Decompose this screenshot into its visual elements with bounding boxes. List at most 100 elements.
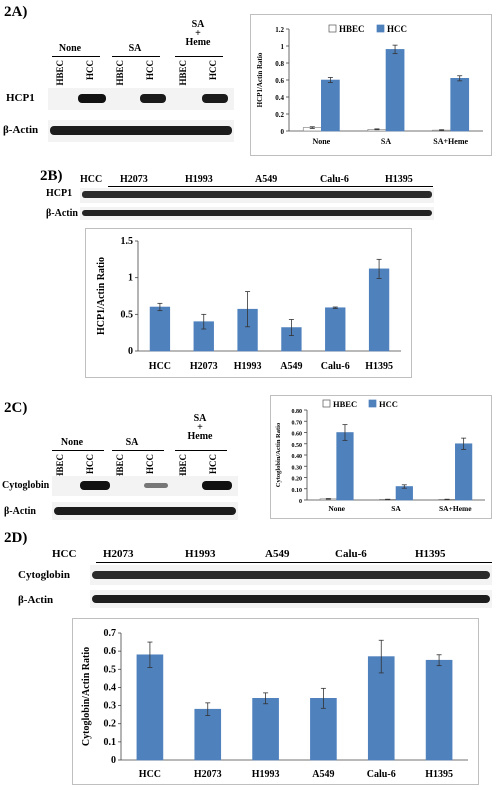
x-tick-label: SA+Heme — [439, 504, 472, 513]
lane-label: HCC — [145, 454, 155, 474]
lane-label: HBEC — [115, 60, 125, 86]
band — [140, 94, 166, 103]
blot-strip — [80, 207, 434, 220]
group-label-sa: SA — [128, 43, 142, 54]
legend-label: HBEC — [333, 399, 357, 409]
chart-2b-frame: 0 0.5 1 1.5 HCP1/Actin Ratio HCC H2073 H1993 A54… — [85, 228, 412, 378]
bar — [149, 306, 171, 352]
lane-label: H1993 — [185, 548, 216, 560]
chart-2c: 0 0.10 0.20 0.30 0.40 0.50 0.60 0.70 0.80 Cytoglo… — [275, 399, 485, 513]
row-label-actin: β-Actin — [46, 208, 78, 219]
band — [202, 481, 232, 490]
y-tick-label: 0.10 — [292, 488, 303, 494]
blot-2b: HCC H2073 H1993 A549 Calu-6 H1395 HCP1 β… — [0, 170, 500, 220]
y-tick-label: 1.5 — [121, 236, 134, 247]
y-tick-label: 0.6 — [104, 646, 117, 657]
y-axis-label: HCP1/Actin Ratio — [96, 257, 107, 335]
y-tick-label: 0.4 — [104, 682, 117, 693]
y-tick-label: 0.1 — [104, 737, 117, 748]
x-tick-label: H1395 — [365, 361, 393, 372]
lane-bracket — [108, 186, 433, 187]
band — [82, 191, 432, 198]
x-tick-label: H2073 — [194, 769, 222, 780]
legend-swatch — [328, 24, 337, 33]
bar — [252, 698, 279, 761]
y-tick-label: 0.5 — [104, 664, 117, 675]
chart-2a-frame: 0 0.2 0.4 0.6 0.8 1 1.2 HCP1/Actin Ratio None SA S… — [250, 14, 492, 156]
x-tick-label: H2073 — [190, 361, 218, 372]
panel-label-2c: 2C) — [4, 400, 28, 416]
y-tick-label: 0.60 — [292, 432, 303, 438]
lane-label: HBEC — [55, 60, 65, 86]
panel-label-2d: 2D) — [4, 530, 28, 546]
y-tick-label: 0.6 — [275, 77, 284, 85]
lane-label: HCC — [85, 60, 95, 80]
chart-2b: 0 0.5 1 1.5 HCP1/Actin Ratio HCC H2073 H1993 A54… — [96, 236, 401, 372]
band — [78, 94, 106, 103]
lane-label: H1395 — [415, 548, 446, 560]
band — [92, 595, 490, 603]
legend-swatch — [376, 24, 385, 33]
band — [82, 210, 432, 216]
group-label-sa: SA — [125, 437, 139, 448]
lane-label: H2073 — [120, 174, 148, 185]
x-tick-label: HCC — [149, 361, 171, 372]
bar — [368, 268, 390, 352]
lane-label: HCC — [52, 548, 77, 560]
y-tick-label: 1.2 — [275, 26, 284, 34]
band — [54, 507, 236, 515]
group-bracket — [112, 450, 164, 451]
legend-label: HCC — [387, 24, 407, 34]
chart-2a: 0 0.2 0.4 0.6 0.8 1 1.2 HCP1/Actin Ratio None SA S… — [256, 24, 483, 146]
lane-label: Calu-6 — [320, 174, 349, 185]
blot-strip — [90, 565, 492, 585]
y-tick-label: 0.80 — [292, 409, 303, 415]
y-tick-label: 0.20 — [292, 477, 303, 483]
lane-label: HCC — [145, 60, 155, 80]
band — [80, 481, 110, 490]
y-tick-label: 0 — [111, 755, 116, 766]
y-axis-label: HCP1/Actin Ratio — [256, 52, 264, 107]
y-axis-label: Cytoglobin/Actin Ratio — [275, 423, 282, 487]
bar — [336, 432, 354, 501]
bar — [325, 307, 346, 352]
band — [144, 483, 168, 488]
band — [202, 94, 228, 103]
panel-label-2b: 2B) — [40, 168, 63, 184]
bar — [425, 659, 453, 761]
bar — [450, 77, 470, 132]
row-label-cytoglobin: Cytoglobin — [2, 480, 50, 491]
lane-label: HBEC — [178, 60, 188, 86]
x-tick-label: None — [328, 504, 345, 513]
legend-swatch — [368, 399, 377, 408]
bar — [321, 79, 340, 132]
group-label-none: None — [58, 43, 82, 54]
y-tick-label: 0.30 — [292, 465, 303, 471]
group-bracket — [175, 450, 227, 451]
panel-label-2a: 2A) — [4, 4, 28, 20]
band — [92, 571, 490, 579]
y-tick-label: 0 — [299, 499, 302, 505]
row-label-cytoglobin: Cytoglobin — [18, 569, 70, 581]
y-tick-label: 0 — [128, 346, 133, 357]
y-tick-label: 0.3 — [104, 701, 117, 712]
group-label-none: None — [60, 437, 84, 448]
x-tick-label: SA — [391, 504, 401, 513]
lane-label: A549 — [255, 174, 278, 185]
group-bracket — [52, 450, 104, 451]
bar — [455, 443, 473, 501]
lane-label: A549 — [265, 548, 290, 560]
y-tick-label: 0.4 — [275, 94, 284, 102]
blot-strip — [90, 590, 492, 608]
y-tick-label: 1 — [281, 43, 285, 51]
band — [50, 126, 232, 135]
x-tick-label: H1993 — [234, 361, 262, 372]
y-tick-label: 0.70 — [292, 420, 303, 426]
blot-2c: None SA SA + Heme HBEC HCC HBEC HCC HBEC… — [0, 410, 240, 530]
lane-label: H1395 — [385, 174, 413, 185]
y-tick-label: 0.40 — [292, 454, 303, 460]
x-tick-label: SA+Heme — [433, 137, 468, 146]
group-bracket — [175, 56, 223, 57]
x-tick-label: H1395 — [425, 769, 453, 780]
y-tick-label: 0.2 — [104, 719, 117, 730]
